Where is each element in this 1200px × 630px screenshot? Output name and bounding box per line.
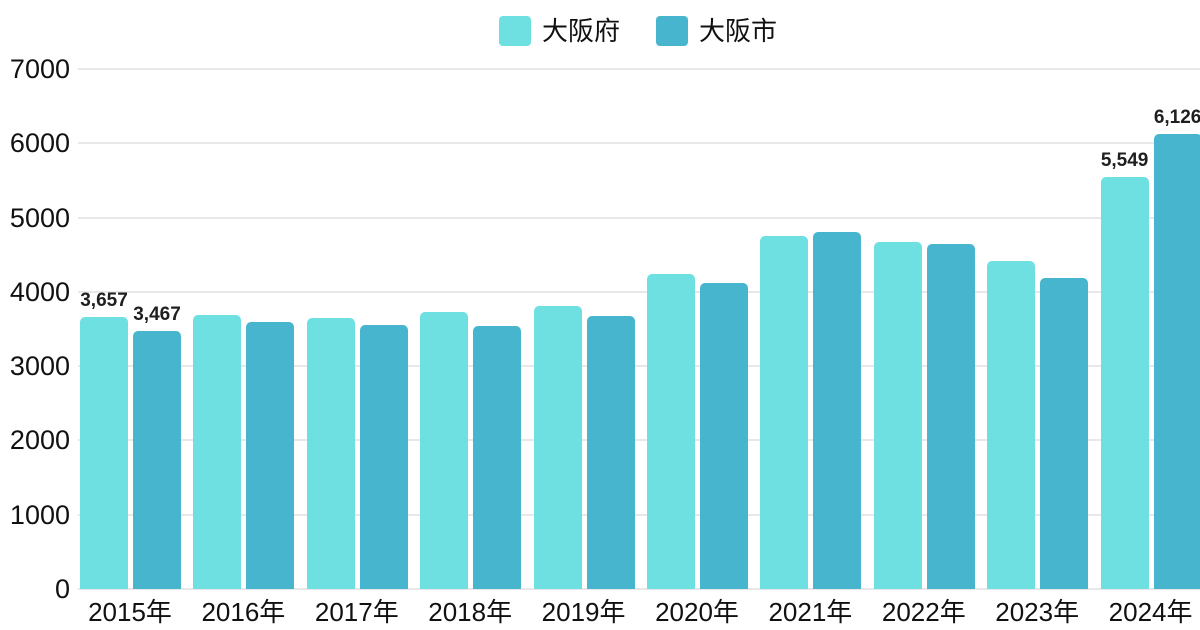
gridline-y-4000 (78, 290, 1200, 293)
x-axis-label-2015年: 2015年 (88, 597, 172, 627)
gridline-y-0 (78, 588, 1200, 590)
bar-大阪市-2017年 (359, 324, 408, 589)
legend-swatch-osaka-fu (498, 16, 531, 46)
bar-大阪市-2022年 (926, 243, 975, 589)
gridline-y-3000 (78, 365, 1200, 368)
x-axis-label-2016年: 2016年 (201, 597, 286, 627)
legend-item-osaka-fu: 大阪府 (498, 16, 620, 46)
bar-大阪府-2016年 (193, 314, 242, 589)
legend-swatch-osaka-shi (656, 16, 688, 46)
x-axis-label-2022年: 2022年 (881, 597, 966, 627)
legend: 大阪府 大阪市 (78, 12, 1198, 50)
x-axis-label-2024年: 2024年 (1108, 597, 1193, 627)
x-axis-label-2020年: 2020年 (655, 597, 739, 627)
y-axis-tick-label: 7000 (9, 54, 70, 84)
y-axis-tick-label: 1000 (9, 499, 70, 530)
bar-大阪市-2019年 (586, 315, 635, 589)
bar-大阪市-2016年 (246, 322, 295, 589)
bar-大阪市-2018年 (473, 325, 522, 589)
gridline-y-1000 (78, 513, 1200, 516)
x-axis-label-2018年: 2018年 (428, 597, 513, 627)
y-axis-tick-label: 2000 (9, 425, 70, 456)
y-axis-tick-label: 4000 (9, 276, 70, 307)
x-axis-label-2019年: 2019年 (541, 597, 626, 627)
bar-大阪府-2023年 (987, 261, 1036, 589)
x-axis-label-2021年: 2021年 (768, 597, 853, 627)
bar-value-label: 5,549 (1100, 149, 1149, 171)
bar-大阪府-2015年 (80, 317, 128, 589)
bar-大阪市-2024年 (1153, 133, 1200, 589)
y-axis-tick-label: 6000 (9, 128, 70, 159)
legend-label-osaka-shi: 大阪市 (699, 16, 778, 46)
legend-item-osaka-shi: 大阪市 (656, 16, 777, 46)
bar-大阪府-2017年 (306, 317, 355, 589)
gridline-y-7000 (78, 68, 1200, 70)
bar-大阪府-2019年 (533, 305, 582, 589)
gridline-y-6000 (78, 142, 1200, 145)
bar-大阪府-2024年 (1100, 176, 1149, 589)
gridline-y-5000 (78, 216, 1200, 219)
x-axis-label-2017年: 2017年 (314, 597, 399, 627)
bar-大阪市-2023年 (1040, 277, 1089, 589)
bar-value-label: 3,467 (133, 304, 181, 326)
bar-value-label: 6,126 (1153, 106, 1200, 128)
bar-value-label: 3,657 (80, 290, 128, 312)
y-axis-tick-label: 5000 (9, 202, 70, 233)
bar-大阪府-2020年 (647, 273, 695, 589)
bar-大阪府-2021年 (760, 236, 809, 589)
y-axis-tick-label: 0 (54, 574, 70, 604)
legend-label-osaka-fu: 大阪府 (541, 16, 620, 46)
gridline-y-2000 (78, 439, 1200, 442)
x-axis-label-2023年: 2023年 (995, 597, 1080, 627)
bar-大阪市-2015年 (133, 331, 181, 589)
y-axis-tick-label: 3000 (9, 351, 70, 382)
bar-大阪市-2020年 (700, 282, 748, 589)
bar-大阪府-2018年 (420, 311, 469, 589)
bar-大阪府-2022年 (873, 242, 922, 589)
bar-大阪市-2021年 (813, 232, 862, 589)
